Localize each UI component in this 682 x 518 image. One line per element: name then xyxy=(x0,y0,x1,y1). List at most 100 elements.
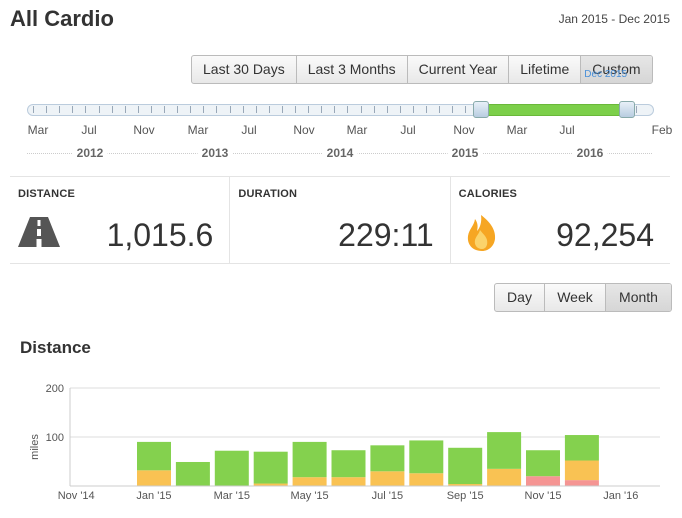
chart-bar-segment[interactable] xyxy=(564,435,599,461)
slider-tick xyxy=(164,106,165,113)
distance-label: DISTANCE xyxy=(18,188,76,200)
flame-icon xyxy=(467,215,495,251)
timeline-month-label: Mar xyxy=(346,123,368,137)
timeline-month-label: Feb xyxy=(651,123,673,137)
x-tick-label: Mar '15 xyxy=(214,490,250,502)
chart-bar-segment[interactable] xyxy=(564,460,599,481)
chart-bar-segment[interactable] xyxy=(137,470,171,486)
last-3-months-button[interactable]: Last 3 Months xyxy=(297,56,408,83)
slider-tick xyxy=(452,106,454,113)
chart-bar-segment[interactable] xyxy=(370,471,405,486)
distance-value: 1,015.6 xyxy=(106,217,214,253)
slider-tick xyxy=(373,106,375,113)
slider-tick xyxy=(412,106,414,113)
week-button[interactable]: Week xyxy=(545,284,606,311)
slider-tick xyxy=(242,106,244,113)
current-year-button[interactable]: Current Year xyxy=(408,56,510,83)
slider-tick xyxy=(308,106,310,113)
chart-bar-segment[interactable] xyxy=(253,483,288,486)
timeline-month-label: Jul xyxy=(400,123,416,137)
timeline-year-label: 2015 xyxy=(447,146,483,160)
slider-end-handle[interactable] xyxy=(619,101,635,118)
timeline-month-label: Nov xyxy=(293,123,315,137)
x-tick-label: May '15 xyxy=(291,490,329,502)
lifetime-button[interactable]: Lifetime xyxy=(509,56,582,83)
chart-bar-segment[interactable] xyxy=(331,450,366,478)
timeline-month-label: Mar xyxy=(27,123,49,137)
slider-tick xyxy=(399,106,401,113)
y-tick-label: 200 xyxy=(46,383,64,395)
custom-button[interactable]: Custom Dec 2015 xyxy=(581,56,652,83)
chart-bar-segment[interactable] xyxy=(448,447,483,485)
slider-tick xyxy=(334,106,336,113)
slider-tick xyxy=(216,106,218,113)
day-button[interactable]: Day xyxy=(495,284,545,311)
timeline-month-label: Nov xyxy=(453,123,475,137)
chart-bar-segment[interactable] xyxy=(448,484,483,486)
distance-stat: DISTANCE 1,015.6 xyxy=(10,177,231,263)
slider-tick xyxy=(59,106,61,113)
y-axis-label: miles xyxy=(29,434,41,460)
range-button-group: Last 30 Days Last 3 Months Current Year … xyxy=(191,55,653,84)
x-tick-label: Jul '15 xyxy=(372,490,403,502)
chart-bar-segment[interactable] xyxy=(409,440,444,474)
slider-tick xyxy=(111,106,113,113)
chart-bar-segment[interactable] xyxy=(564,480,599,486)
chart-bar-segment[interactable] xyxy=(409,473,444,486)
slider-tick xyxy=(360,106,362,113)
date-range-label: Jan 2015 - Dec 2015 xyxy=(558,12,670,26)
slider-tick xyxy=(150,106,152,113)
duration-value: 229:11 xyxy=(338,217,434,253)
timeline-month-label: Jul xyxy=(81,123,97,137)
month-button[interactable]: Month xyxy=(606,284,671,311)
chart-title: Distance xyxy=(20,338,91,357)
slider-tick xyxy=(72,106,74,113)
calories-value: 92,254 xyxy=(556,217,654,253)
slider-tick xyxy=(386,106,388,113)
slider-tick xyxy=(177,106,179,113)
timeline-month-label: Jul xyxy=(241,123,257,137)
x-tick-label: Sep '15 xyxy=(447,490,484,502)
slider-tick xyxy=(255,106,257,113)
chart-bar-segment[interactable] xyxy=(214,450,249,486)
slider-tick xyxy=(295,106,296,113)
timeline-month-label: Mar xyxy=(506,123,528,137)
slider-tick xyxy=(98,106,100,113)
period-button-group: Day Week Month xyxy=(494,283,672,312)
chart-bar-segment[interactable] xyxy=(292,477,327,486)
chart-bar-segment[interactable] xyxy=(526,476,560,486)
page-title: All Cardio xyxy=(10,6,114,31)
slider-tick xyxy=(465,106,467,113)
chart-bar-segment[interactable] xyxy=(487,432,522,469)
slider-selected-range[interactable] xyxy=(480,104,627,116)
timeline-month-label: Jul xyxy=(559,123,575,137)
road-icon xyxy=(18,217,60,247)
timeline-month-label: Mar xyxy=(187,123,209,137)
slider-tick xyxy=(85,106,87,113)
chart-bar-segment[interactable] xyxy=(137,441,171,471)
slider-tick xyxy=(190,106,192,113)
timeline-year-label: 2013 xyxy=(197,146,233,160)
chart-bar-segment[interactable] xyxy=(370,445,405,472)
chart-bar-segment[interactable] xyxy=(526,450,560,477)
chart-bar-segment[interactable] xyxy=(292,441,327,478)
slider-tick xyxy=(635,106,637,113)
duration-stat: DURATION 229:11 xyxy=(230,177,451,263)
x-tick-label: Nov '14 xyxy=(58,490,95,502)
custom-range-end-label: Dec 2015 xyxy=(584,69,628,80)
slider-tick xyxy=(203,106,205,113)
slider-start-handle[interactable] xyxy=(473,101,489,118)
slider-tick xyxy=(137,106,139,113)
slider-tick xyxy=(124,106,126,113)
slider-tick xyxy=(426,106,427,113)
chart-bar-segment[interactable] xyxy=(487,468,522,486)
slider-tick xyxy=(268,106,270,113)
chart-bar-segment[interactable] xyxy=(253,451,288,484)
last-30-days-button[interactable]: Last 30 Days xyxy=(192,56,297,83)
chart-bar-segment[interactable] xyxy=(331,477,366,486)
timeline-month-label: Nov xyxy=(133,123,155,137)
slider-tick xyxy=(281,106,283,113)
chart-bar-segment[interactable] xyxy=(175,461,210,486)
timeline-year-label: 2014 xyxy=(322,146,358,160)
timeline-year-label: 2016 xyxy=(572,146,608,160)
